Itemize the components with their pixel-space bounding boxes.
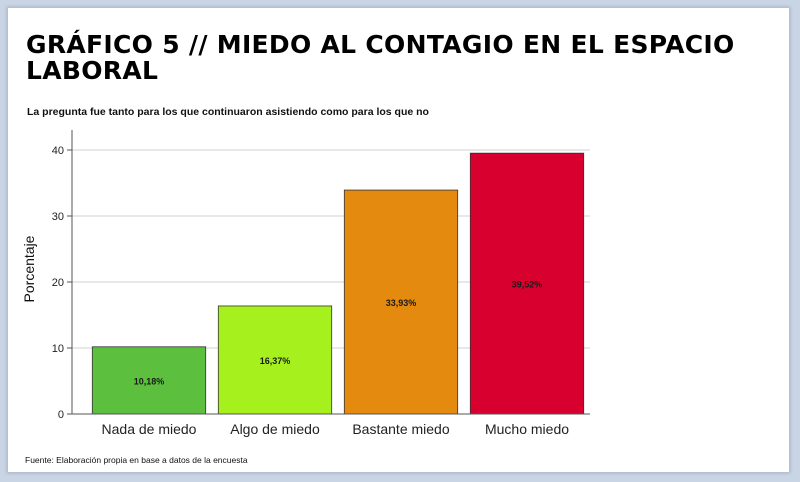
labels: 0 10 20 30 40 10,18% Nada de miedo 16,37% Algo d… [52,145,569,437]
source-note: Fuente: Elaboración propia en base a dat… [25,455,248,465]
data-label: 33,93% [386,298,417,308]
y-tick-label: 10 [52,343,64,355]
chart-subtitle: La pregunta fue tanto para los que conti… [27,106,429,118]
x-tick-label: Algo de miedo [230,421,320,437]
data-label: 16,37% [260,356,291,366]
bar [91,346,207,415]
bars [91,152,585,415]
y-axis-label: Porcentaje [21,235,37,302]
y-tick-label: 30 [52,211,64,223]
x-tick-label: Nada de miedo [102,421,197,437]
axes [67,130,590,415]
y-tick-label: 20 [52,277,64,289]
x-tick-label: Bastante miedo [352,421,449,437]
data-label: 10,18% [134,376,165,386]
bar [469,152,585,415]
chart-title: GRÁFICO 5 // MIEDO AL CONTAGIO EN EL ESP… [26,30,735,85]
y-tick-label: 40 [52,145,64,157]
y-tick-label: 0 [58,409,64,421]
bar [217,305,333,415]
data-label: 39,52% [512,280,543,290]
bar [343,189,459,415]
x-tick-label: Mucho miedo [485,421,569,437]
